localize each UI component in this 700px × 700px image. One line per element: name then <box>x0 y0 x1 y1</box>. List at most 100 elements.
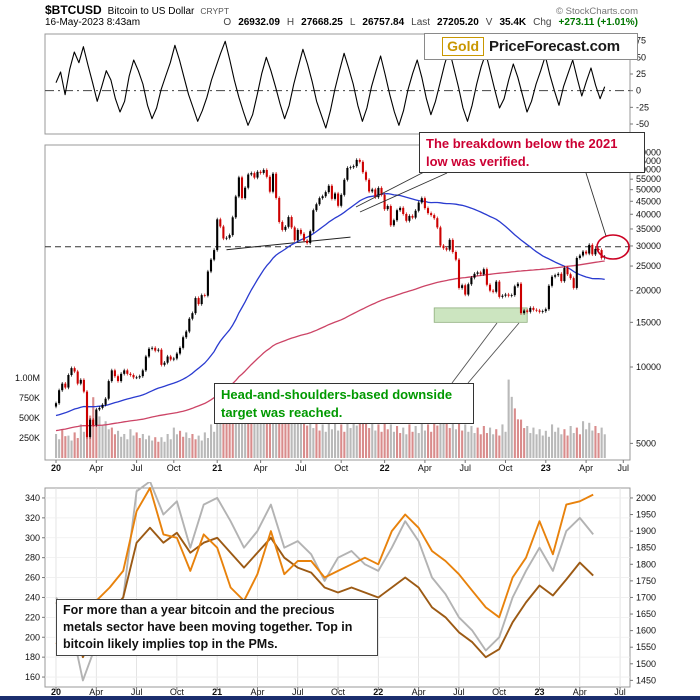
svg-text:1900: 1900 <box>636 526 656 536</box>
volume-bars-group <box>55 379 606 458</box>
ohlc-quote: O 26932.09 H 27668.25 L 26757.84 Last 27… <box>223 17 638 28</box>
svg-text:Jul: Jul <box>459 463 471 473</box>
bottom-blue-bar <box>0 696 700 700</box>
svg-text:1500: 1500 <box>636 659 656 669</box>
svg-text:Jul: Jul <box>131 687 143 697</box>
svg-text:340: 340 <box>25 493 40 503</box>
svg-text:Oct: Oct <box>498 463 513 473</box>
quote-line: 16-May-2023 8:43am O 26932.09 H 27668.25… <box>45 17 638 28</box>
svg-text:Oct: Oct <box>331 687 346 697</box>
volume-value: 35.4K <box>499 17 527 28</box>
svg-text:Jul: Jul <box>618 463 630 473</box>
svg-text:60000: 60000 <box>636 165 661 175</box>
svg-text:20: 20 <box>51 463 61 473</box>
svg-text:1850: 1850 <box>636 543 656 553</box>
svg-text:70000: 70000 <box>636 148 661 158</box>
ticker-name: Bitcoin to US Dollar <box>107 6 195 17</box>
sma-200-line <box>55 260 605 432</box>
svg-text:20000: 20000 <box>636 286 661 296</box>
svg-text:1700: 1700 <box>636 592 656 602</box>
svg-text:750K: 750K <box>19 393 40 403</box>
breakout-ellipse <box>596 234 630 260</box>
logo-site-text: PriceForecast.com <box>489 38 620 55</box>
svg-text:200: 200 <box>25 632 40 642</box>
svg-text:1550: 1550 <box>636 642 656 652</box>
svg-text:Jul: Jul <box>131 463 143 473</box>
priceforecast-logo[interactable]: Gold PriceForecast.com <box>424 33 638 60</box>
svg-text:260: 260 <box>25 573 40 583</box>
svg-text:Apr: Apr <box>89 687 103 697</box>
last-value: 27205.20 <box>437 17 479 28</box>
svg-text:20: 20 <box>51 687 61 697</box>
svg-text:Jul: Jul <box>295 463 307 473</box>
brown-line <box>55 526 594 659</box>
svg-text:Jul: Jul <box>292 687 304 697</box>
svg-text:Apr: Apr <box>418 463 432 473</box>
logo-gold-text: Gold <box>442 37 485 56</box>
svg-text:15000: 15000 <box>636 317 661 327</box>
last-label: Last <box>411 17 431 28</box>
svg-text:1750: 1750 <box>636 576 656 586</box>
svg-text:2000: 2000 <box>636 493 656 503</box>
svg-text:5000: 5000 <box>636 438 656 448</box>
svg-text:21: 21 <box>212 463 222 473</box>
svg-text:Oct: Oct <box>170 687 185 697</box>
svg-text:65000: 65000 <box>636 156 661 166</box>
svg-text:300: 300 <box>25 533 40 543</box>
metals-group: 340 320 300 280 260 240 220 200 180 160 2000 1950 19… <box>25 482 656 697</box>
change-label: Chg <box>533 17 552 28</box>
svg-text:Jul: Jul <box>614 687 626 697</box>
svg-text:Jul: Jul <box>453 687 465 697</box>
svg-text:0: 0 <box>636 86 641 96</box>
annotation-breakdown: The breakdown below the 2021 low was ver… <box>419 132 645 174</box>
svg-text:40000: 40000 <box>636 209 661 219</box>
oscillator-line <box>55 40 606 129</box>
gray-line <box>55 482 594 682</box>
svg-text:1450: 1450 <box>636 675 656 685</box>
svg-text:55000: 55000 <box>636 174 661 184</box>
quote-datetime: 16-May-2023 8:43am <box>45 17 141 28</box>
metals-panel-chart: 340 320 300 280 260 240 220 200 180 160 2000 1950 19… <box>25 482 656 697</box>
ticker-exchange: CRYPT <box>200 6 230 16</box>
svg-text:160: 160 <box>25 672 40 682</box>
svg-text:75: 75 <box>636 36 646 46</box>
svg-text:45000: 45000 <box>636 196 661 206</box>
svg-text:Apr: Apr <box>250 687 264 697</box>
svg-text:Oct: Oct <box>492 687 507 697</box>
svg-text:180: 180 <box>25 652 40 662</box>
callout-lines <box>355 171 607 384</box>
svg-text:23: 23 <box>541 463 551 473</box>
svg-text:35000: 35000 <box>636 224 661 234</box>
svg-text:50000: 50000 <box>636 185 661 195</box>
svg-text:50: 50 <box>636 52 646 62</box>
svg-text:10000: 10000 <box>636 362 661 372</box>
svg-text:Apr: Apr <box>412 687 426 697</box>
svg-text:1650: 1650 <box>636 609 656 619</box>
open-value: 26932.09 <box>238 17 280 28</box>
svg-text:1600: 1600 <box>636 626 656 636</box>
svg-text:25: 25 <box>636 69 646 79</box>
svg-text:220: 220 <box>25 612 40 622</box>
svg-text:320: 320 <box>25 513 40 523</box>
candles-group <box>54 158 606 439</box>
svg-text:22: 22 <box>373 687 383 697</box>
svg-text:25000: 25000 <box>636 261 661 271</box>
annotation-target: Head-and-shoulders-based downside target… <box>214 383 474 425</box>
low-label: L <box>349 17 356 28</box>
svg-text:1950: 1950 <box>636 510 656 520</box>
svg-text:21: 21 <box>212 687 222 697</box>
svg-text:280: 280 <box>25 553 40 563</box>
stockcharts-copyright: © StockCharts.com <box>556 6 638 17</box>
svg-text:22: 22 <box>380 463 390 473</box>
sma-50-line <box>55 192 605 417</box>
svg-text:-50: -50 <box>636 119 649 129</box>
ticker-symbol: $BTCUSD <box>45 3 102 17</box>
volume-label: V <box>485 17 493 28</box>
low-value: 26757.84 <box>362 17 405 28</box>
open-label: O <box>223 17 232 28</box>
orange-line <box>55 487 594 645</box>
svg-text:Apr: Apr <box>579 463 593 473</box>
